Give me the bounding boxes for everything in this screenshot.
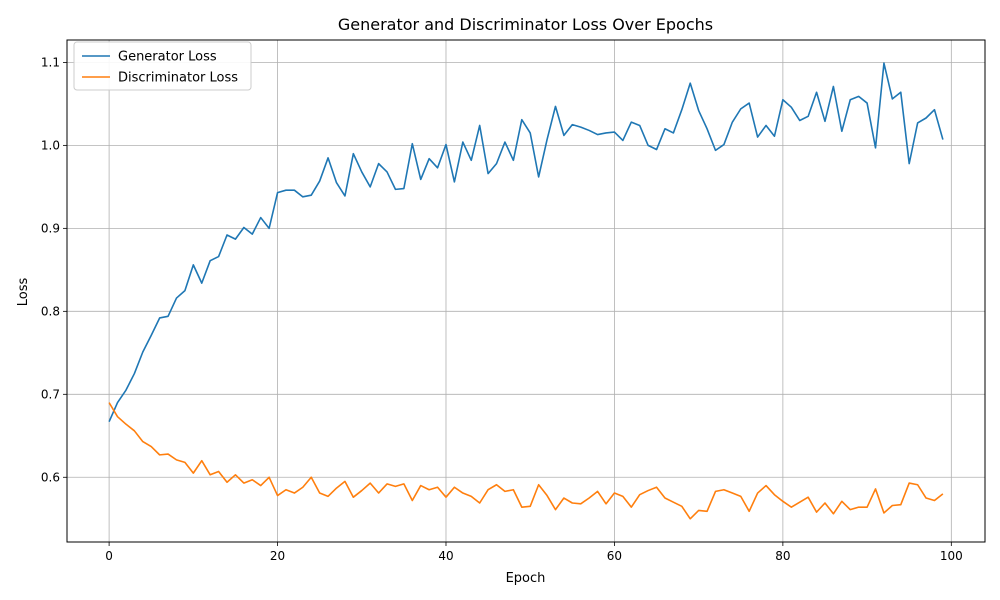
- x-tick-label: 40: [438, 549, 453, 563]
- y-tick-label: 1.1: [41, 55, 60, 69]
- x-tick-label: 20: [270, 549, 285, 563]
- x-tick-label: 0: [105, 549, 113, 563]
- axis-ticks: 0 20 40 60 80 100 0.6 0.7 0.8 0.9 1.0 1.1: [41, 55, 963, 563]
- y-tick-label: 0.9: [41, 221, 60, 235]
- generator-loss-line: [108, 62, 944, 423]
- chart-title: Generator and Discriminator Loss Over Ep…: [338, 15, 713, 34]
- x-axis-title: Epoch: [506, 571, 546, 586]
- plot-frame: [66, 39, 986, 543]
- discriminator-loss-line: [108, 402, 944, 520]
- y-tick-label: 1.0: [41, 138, 60, 152]
- y-tick-label: 0.7: [41, 387, 60, 401]
- y-axis-title: Loss: [16, 278, 31, 307]
- y-tick-label: 0.8: [41, 304, 60, 318]
- y-tick-label: 0.6: [41, 470, 60, 484]
- grid-lines: [67, 40, 985, 542]
- x-tick-label: 80: [775, 549, 790, 563]
- legend: Generator Loss Discriminator Loss: [73, 41, 252, 91]
- x-tick-label: 100: [940, 549, 963, 563]
- series-lines: [108, 62, 944, 520]
- legend-label-discriminator: Discriminator Loss: [118, 71, 238, 86]
- x-tick-label: 60: [607, 549, 622, 563]
- legend-box: [73, 41, 252, 91]
- legend-label-generator: Generator Loss: [118, 50, 217, 65]
